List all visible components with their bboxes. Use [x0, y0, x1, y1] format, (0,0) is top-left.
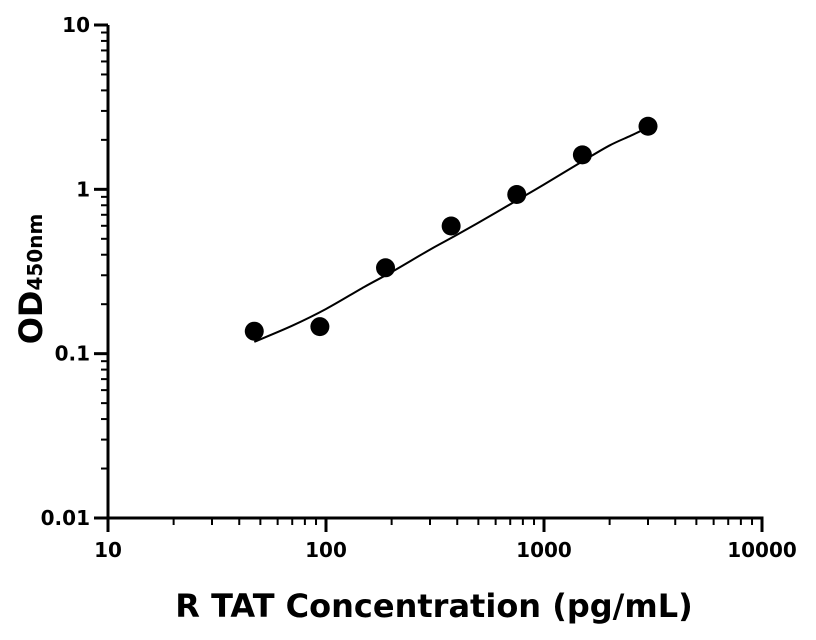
- axes: 0.01 0.1 1 10 10 100 1000 10000: [41, 13, 797, 562]
- data-point: [441, 216, 461, 236]
- data-point: [572, 145, 592, 165]
- data-point: [310, 317, 330, 337]
- y-tick-label: 0.01: [41, 506, 90, 530]
- data-point: [507, 185, 527, 205]
- fit-curve: [253, 126, 649, 343]
- data-points-layer: [244, 116, 658, 341]
- x-tick-label: 100: [305, 538, 347, 562]
- x-tick-label: 1000: [516, 538, 572, 562]
- y-tick-label: 10: [62, 13, 90, 37]
- data-point: [638, 116, 658, 136]
- y-axis-title-main: OD: [12, 291, 50, 345]
- y-axis-title: OD450nm: [12, 214, 50, 345]
- data-point: [376, 258, 396, 278]
- y-tick-label: 0.1: [55, 342, 90, 366]
- x-tick-label: 10000: [727, 538, 797, 562]
- fit-curve-layer: [253, 126, 649, 343]
- x-tick-label: 10: [94, 538, 122, 562]
- y-axis-title-subscript: 450nm: [23, 214, 47, 291]
- y-tick-label: 1: [76, 177, 90, 201]
- x-axis-title: R TAT Concentration (pg/mL): [175, 587, 692, 625]
- data-point: [244, 321, 264, 341]
